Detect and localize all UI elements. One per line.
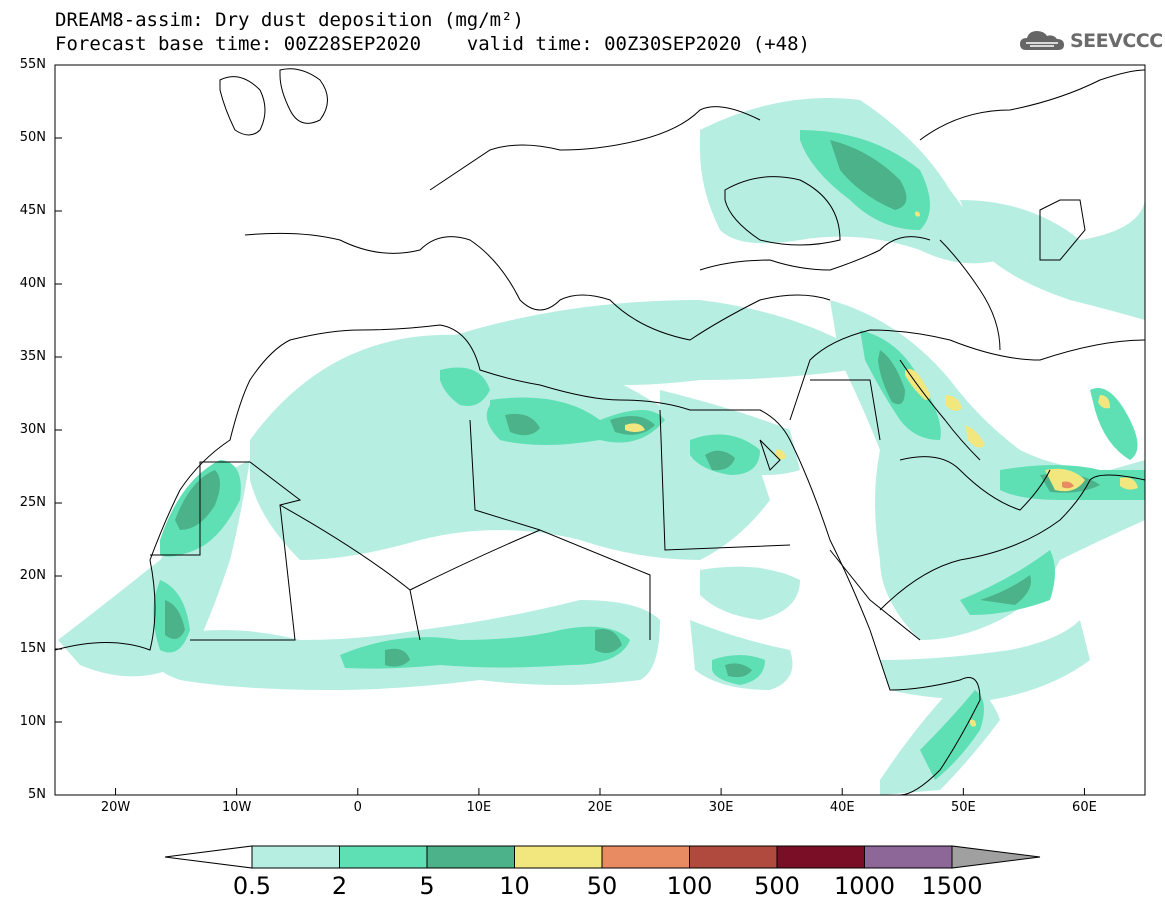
colorbar	[164, 845, 1041, 869]
colorbar-level-label: 1000	[833, 872, 896, 900]
colorbar-level-label: 2	[331, 872, 348, 900]
dust-deposition-layer	[58, 98, 1145, 795]
colorbar-swatch	[339, 845, 428, 869]
colorbar-swatch	[426, 845, 515, 869]
colorbar-swatch	[689, 845, 778, 869]
lat-tick-label: 45N	[19, 203, 46, 218]
lat-tick-label: 10N	[19, 714, 46, 729]
colorbar-level-label: 5	[419, 872, 435, 900]
lon-tick-label: 20W	[100, 800, 131, 815]
lat-tick-label: 50N	[19, 130, 46, 145]
lon-tick-label: 30E	[708, 800, 734, 815]
lat-tick-label: 5N	[28, 787, 46, 802]
lat-tick-label: 25N	[19, 495, 46, 510]
colorbar-swatch	[864, 845, 953, 869]
colorbar-level-label: 100	[666, 872, 713, 900]
map-subtitle: Forecast base time: 00Z28SEP2020 valid t…	[55, 33, 810, 55]
lon-tick-label: 0	[353, 800, 362, 815]
seevccc-logo: SEEVCCC	[1018, 26, 1163, 58]
lat-tick-label: 20N	[19, 568, 46, 583]
colorbar-level-label: 50	[586, 872, 618, 900]
lon-tick-label: 50E	[950, 800, 976, 815]
colorbar-swatch	[601, 845, 690, 869]
colorbar-swatch	[776, 845, 865, 869]
lon-tick-label: 10E	[466, 800, 492, 815]
colorbar-level-label: 1500	[921, 872, 983, 900]
colorbar-swatch	[251, 845, 340, 869]
colorbar-under-triangle	[164, 845, 253, 869]
map-title: DREAM8-assim: Dry dust deposition (mg/m²…	[55, 9, 524, 31]
colorbar-level-label: 0.5	[232, 872, 272, 900]
colorbar-over-triangle	[951, 845, 1041, 869]
lat-tick-label: 35N	[19, 349, 46, 364]
longitude-ticks	[115, 788, 1085, 795]
lon-tick-label: 60E	[1072, 800, 1097, 815]
colorbar-level-label: 10	[499, 872, 530, 900]
cloud-logo-icon	[1020, 31, 1064, 50]
lon-tick-label: 20E	[587, 800, 613, 815]
lon-tick-label: 10W	[221, 800, 252, 815]
coastlines-and-borders	[54, 68, 1146, 796]
logo-text: SEEVCCC	[1070, 30, 1163, 52]
lat-tick-label: 30N	[19, 422, 46, 437]
lon-tick-label: 40E	[829, 800, 855, 815]
colorbar-level-label: 500	[754, 872, 800, 900]
latitude-ticks	[55, 64, 62, 796]
lat-tick-label: 55N	[19, 57, 46, 72]
lat-tick-label: 15N	[19, 641, 46, 656]
colorbar-swatch	[514, 845, 603, 869]
lat-tick-label: 40N	[19, 276, 46, 291]
